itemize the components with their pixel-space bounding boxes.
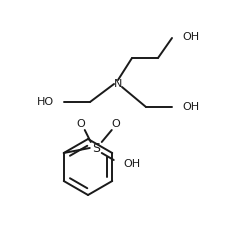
Text: HO: HO xyxy=(37,97,54,107)
Text: O: O xyxy=(76,119,85,129)
Text: O: O xyxy=(111,119,120,129)
Text: N: N xyxy=(114,79,122,89)
Text: S: S xyxy=(92,141,100,154)
Text: OH: OH xyxy=(182,32,199,42)
Text: OH: OH xyxy=(182,102,199,112)
Text: OH: OH xyxy=(124,159,141,169)
